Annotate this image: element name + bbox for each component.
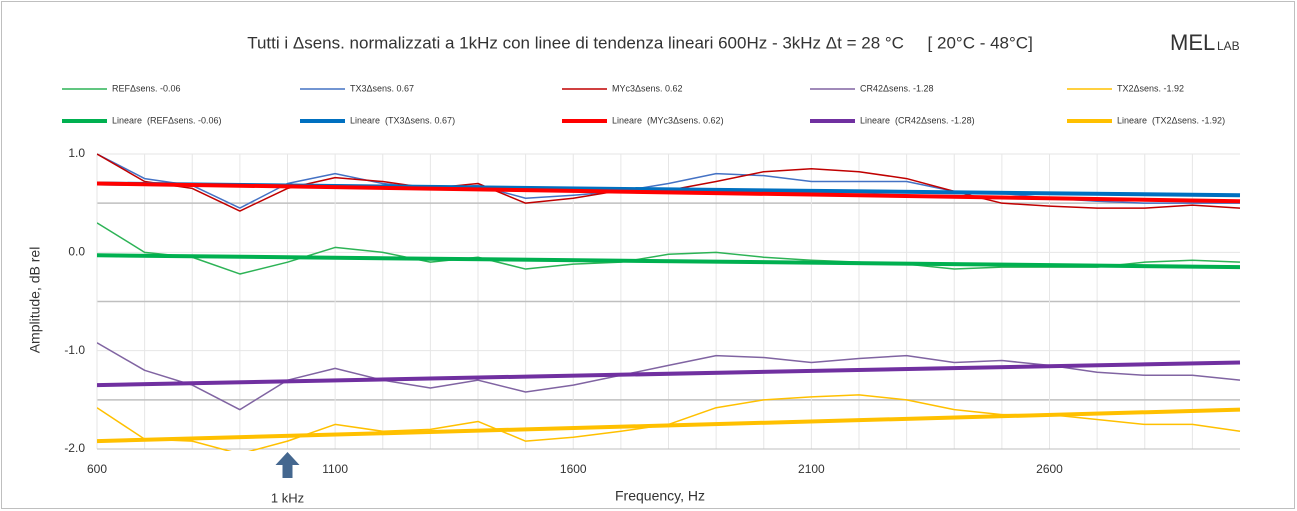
x-tick-label: 1100 <box>322 462 348 476</box>
logo-main: MEL <box>1170 30 1215 55</box>
legend-label: TX3Δsens. 0.67 <box>350 83 414 93</box>
y-tick-label: 0.0 <box>68 245 85 259</box>
legend-label: CR42Δsens. -1.28 <box>860 83 934 93</box>
series-line <box>97 181 1241 204</box>
legend-label: Lineare (MYc3Δsens. 0.62) <box>612 115 724 125</box>
x-tick-label: 2100 <box>798 462 825 476</box>
x-tick-label: 2600 <box>1036 462 1063 476</box>
y-tick-label: -2.0 <box>64 441 85 455</box>
legend-label: Lineare (CR42Δsens. -1.28) <box>860 115 975 125</box>
chart-title: Tutti i Δsens. normalizzati a 1kHz con l… <box>247 33 1033 52</box>
y-tick-label: -1.0 <box>64 343 85 357</box>
legend-label: MYc3Δsens. 0.62 <box>612 83 683 93</box>
legend-label: Lineare (REFΔsens. -0.06) <box>112 115 222 125</box>
series-line <box>97 407 1241 444</box>
legend-label: TX2Δsens. -1.92 <box>1117 83 1184 93</box>
legend-label: Lineare (TX3Δsens. 0.67) <box>350 115 455 125</box>
x-axis-label: Frequency, Hz <box>615 488 705 504</box>
legend-label: REFΔsens. -0.06 <box>112 83 181 93</box>
y-axis-label: Amplitude, dB rel <box>27 247 43 354</box>
legend-label: Lineare (TX2Δsens. -1.92) <box>1117 115 1225 125</box>
y-tick-label: 1.0 <box>68 146 85 160</box>
logo-sub: LAB <box>1217 39 1240 53</box>
plot-lines <box>97 153 1241 451</box>
series-line <box>97 253 1241 270</box>
annotation-text: 1 kHz <box>271 490 304 505</box>
x-tick-label: 1600 <box>560 462 587 476</box>
annotation-arrow <box>275 452 300 478</box>
x-tick-label: 600 <box>87 462 107 476</box>
series-line <box>97 360 1241 388</box>
